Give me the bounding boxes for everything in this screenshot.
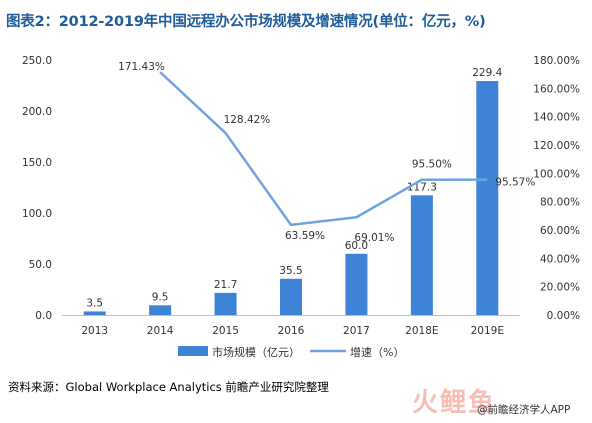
x-tick-label: 2019E bbox=[471, 325, 504, 337]
line-value-label: 69.01% bbox=[354, 232, 394, 244]
y-right-tick-label: 40.00% bbox=[540, 253, 580, 265]
bar-value-label: 21.7 bbox=[214, 279, 237, 291]
legend-bar-swatch bbox=[178, 346, 208, 356]
chart-title: 图表2：2012-2019年中国远程办公市场规模及增速情况(单位：亿元，%) bbox=[6, 14, 486, 30]
brand-watermark-app: @前瞻经济学人APP bbox=[477, 404, 571, 416]
x-tick-label: 2018E bbox=[405, 325, 438, 337]
y-left-tick-label: 200.0 bbox=[22, 106, 52, 118]
y-left-tick-label: 250.0 bbox=[22, 55, 52, 67]
y-right-tick-label: 80.00% bbox=[540, 197, 580, 209]
bar bbox=[410, 195, 433, 315]
source-note: 资料来源：Global Workplace Analytics 前瞻产业研究院整… bbox=[8, 380, 329, 394]
line-value-label: 171.43% bbox=[118, 61, 165, 73]
x-tick-label: 2017 bbox=[343, 325, 370, 337]
x-tick-label: 2015 bbox=[212, 325, 239, 337]
bar bbox=[280, 278, 302, 315]
growth-line bbox=[159, 71, 488, 227]
legend-bar-label: 市场规模（亿元） bbox=[212, 345, 300, 359]
line-value-label: 128.42% bbox=[224, 114, 271, 126]
y-right-tick-label: 120.00% bbox=[533, 140, 580, 152]
y-right-tick-label: 140.00% bbox=[533, 112, 580, 124]
y-right-tick-label: 0.00% bbox=[547, 310, 580, 322]
bar-value-label: 3.5 bbox=[86, 297, 103, 309]
y-right-tick-label: 100.00% bbox=[533, 168, 580, 180]
bar-value-label: 117.3 bbox=[407, 181, 437, 193]
y-left-tick-label: 50.0 bbox=[29, 259, 52, 271]
bar bbox=[345, 253, 368, 315]
x-tick-label: 2016 bbox=[278, 325, 305, 337]
line-value-label: 95.50% bbox=[412, 159, 452, 171]
y-right-tick-label: 160.00% bbox=[533, 83, 580, 95]
y-right-tick-label: 180.00% bbox=[533, 55, 580, 67]
line-value-label: 63.59% bbox=[285, 230, 325, 242]
bar-value-label: 60.0 bbox=[345, 240, 368, 252]
bar bbox=[214, 292, 237, 315]
y-left-tick-label: 150.0 bbox=[22, 157, 52, 169]
bar bbox=[83, 311, 106, 315]
y-right-tick-label: 60.00% bbox=[540, 225, 580, 237]
bar-value-label: 35.5 bbox=[279, 265, 302, 277]
bar bbox=[149, 305, 172, 315]
brand-watermark-logo: 火鲤鱼 bbox=[412, 388, 497, 418]
line-value-label: 95.57% bbox=[495, 177, 535, 189]
y-left-tick-label: 0.0 bbox=[35, 310, 52, 322]
x-tick-label: 2013 bbox=[81, 325, 108, 337]
bar bbox=[476, 81, 499, 316]
bar-value-label: 9.5 bbox=[152, 291, 169, 303]
y-left-tick-label: 100.0 bbox=[22, 208, 52, 220]
legend-line-label: 增速（%） bbox=[350, 345, 404, 359]
x-tick-label: 2014 bbox=[147, 325, 174, 337]
y-right-tick-label: 20.00% bbox=[540, 282, 580, 294]
bar-value-label: 229.4 bbox=[472, 67, 502, 79]
